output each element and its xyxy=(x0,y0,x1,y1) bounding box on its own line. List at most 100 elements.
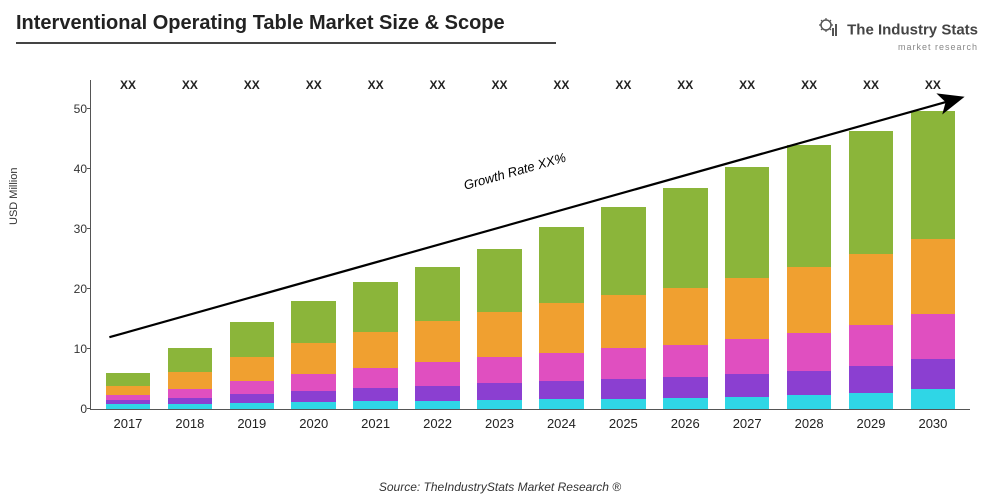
bar-value-label: XX xyxy=(863,78,879,127)
bar-segment xyxy=(477,400,522,409)
bar-segment xyxy=(911,111,956,238)
bar-segment xyxy=(911,314,956,359)
bar-segment xyxy=(477,249,522,312)
bar-segment xyxy=(415,362,460,385)
gear-stats-icon xyxy=(819,18,839,43)
bar-segment xyxy=(663,345,708,377)
bar-segment xyxy=(106,404,151,409)
bar-stack xyxy=(663,188,708,409)
bar-column: XX2026 xyxy=(654,80,716,409)
bar-stack xyxy=(539,227,584,409)
y-tick-label: 20 xyxy=(53,282,87,296)
bar-segment xyxy=(787,395,832,409)
bar-column: XX2030 xyxy=(902,80,964,409)
x-category-label: 2023 xyxy=(485,416,514,431)
x-category-label: 2020 xyxy=(299,416,328,431)
bar-value-label: XX xyxy=(925,78,941,107)
bar-segment xyxy=(663,398,708,409)
x-category-label: 2024 xyxy=(547,416,576,431)
bar-segment xyxy=(106,373,151,386)
bar-segment xyxy=(230,394,275,403)
bar-segment xyxy=(601,348,646,379)
y-tick-label: 10 xyxy=(53,342,87,356)
bar-stack xyxy=(106,373,151,409)
bar-value-label: XX xyxy=(120,78,136,369)
bar-stack xyxy=(353,282,398,409)
bar-segment xyxy=(230,403,275,409)
bar-segment xyxy=(787,267,832,333)
y-tick-label: 30 xyxy=(53,222,87,236)
chart-area: USD Million 01020304050 XX2017XX2018XX20… xyxy=(60,80,980,450)
bar-segment xyxy=(291,374,336,391)
bar-segment xyxy=(601,295,646,348)
x-category-label: 2019 xyxy=(237,416,266,431)
bar-segment xyxy=(725,278,770,339)
bar-segment xyxy=(415,386,460,401)
bar-segment xyxy=(477,357,522,383)
bar-column: XX2028 xyxy=(778,80,840,409)
y-tick-label: 50 xyxy=(53,102,87,116)
bar-segment xyxy=(663,188,708,288)
bar-segment xyxy=(787,145,832,267)
bar-segment xyxy=(353,401,398,409)
bar-segment xyxy=(477,312,522,357)
bar-segment xyxy=(787,371,832,396)
bar-segment xyxy=(353,368,398,388)
brand-logo: The Industry Stats market research xyxy=(819,18,978,52)
bar-segment xyxy=(168,404,213,409)
bar-segment xyxy=(725,397,770,409)
bar-segment xyxy=(911,359,956,389)
bar-segment xyxy=(601,399,646,409)
bar-segment xyxy=(291,343,336,374)
bar-value-label: XX xyxy=(430,78,446,263)
bar-stack xyxy=(849,131,894,409)
bar-column: XX2020 xyxy=(283,80,345,409)
bar-segment xyxy=(415,401,460,409)
x-category-label: 2025 xyxy=(609,416,638,431)
x-category-label: 2028 xyxy=(795,416,824,431)
x-category-label: 2017 xyxy=(113,416,142,431)
bar-stack xyxy=(415,267,460,409)
bar-column: XX2017 xyxy=(97,80,159,409)
bar-segment xyxy=(291,391,336,402)
bar-segment xyxy=(106,386,151,395)
bar-segment xyxy=(353,388,398,401)
bar-value-label: XX xyxy=(368,78,384,278)
bar-segment xyxy=(539,353,584,381)
bar-stack xyxy=(477,249,522,409)
bar-stack xyxy=(601,207,646,409)
bar-segment xyxy=(539,399,584,409)
bar-stack xyxy=(787,145,832,409)
bar-segment xyxy=(291,301,336,343)
x-category-label: 2021 xyxy=(361,416,390,431)
bar-value-label: XX xyxy=(801,78,817,141)
bar-column: XX2029 xyxy=(840,80,902,409)
bar-segment xyxy=(539,381,584,400)
y-tick-label: 0 xyxy=(53,402,87,416)
x-category-label: 2026 xyxy=(671,416,700,431)
bar-segment xyxy=(353,282,398,331)
bar-segment xyxy=(168,372,213,389)
x-category-label: 2018 xyxy=(175,416,204,431)
bar-segment xyxy=(849,254,894,325)
bar-segment xyxy=(725,339,770,374)
bar-segment xyxy=(477,383,522,400)
bar-stack xyxy=(911,111,956,409)
bar-stack xyxy=(291,301,336,409)
bar-column: XX2024 xyxy=(530,80,592,409)
x-category-label: 2029 xyxy=(857,416,886,431)
bar-column: XX2022 xyxy=(407,80,469,409)
bar-column: XX2019 xyxy=(221,80,283,409)
bar-segment xyxy=(911,389,956,409)
bar-column: XX2025 xyxy=(592,80,654,409)
bar-segment xyxy=(849,393,894,409)
bar-segment xyxy=(291,402,336,409)
bar-segment xyxy=(663,288,708,345)
bar-segment xyxy=(230,381,275,394)
bar-column: XX2021 xyxy=(345,80,407,409)
bar-stack xyxy=(725,167,770,409)
bar-stack xyxy=(168,348,213,409)
title-underline xyxy=(16,42,556,44)
chart-title: Interventional Operating Table Market Si… xyxy=(16,12,505,35)
logo-sub-text: market research xyxy=(819,43,978,53)
